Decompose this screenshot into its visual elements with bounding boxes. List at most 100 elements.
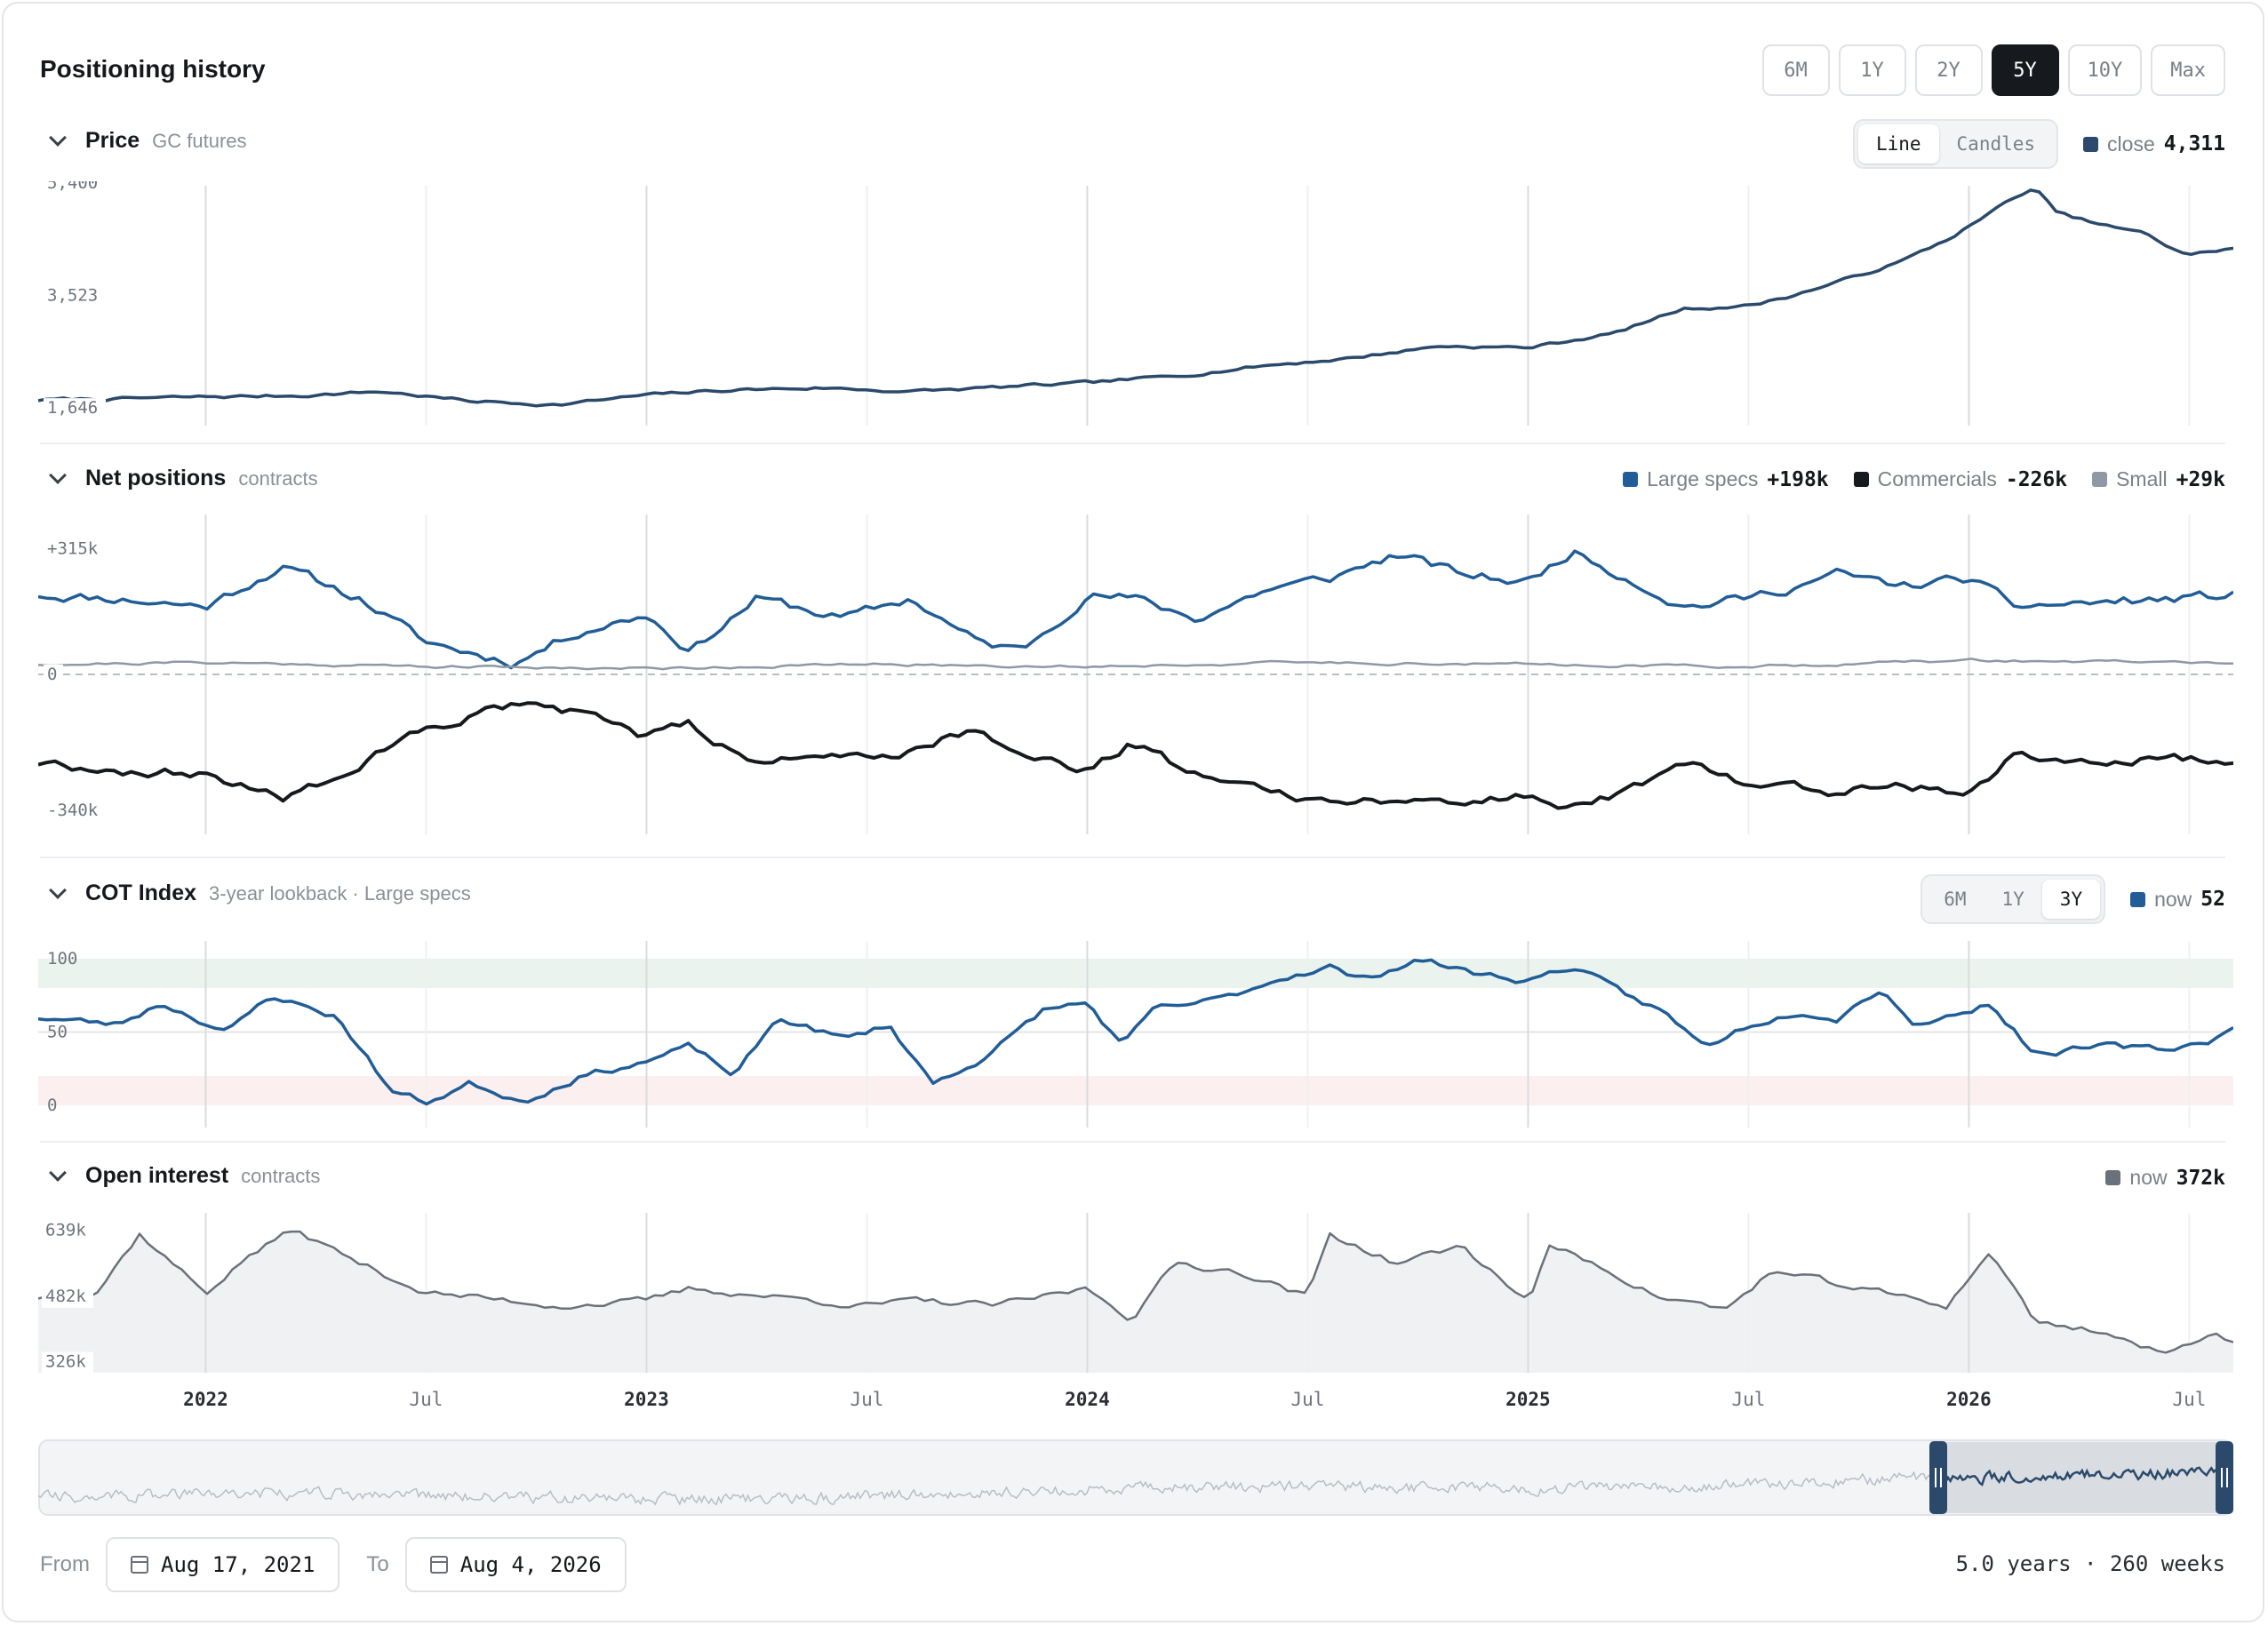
tick-label-bg (44, 801, 106, 822)
y-tick-label: 482k (45, 1287, 86, 1306)
legend-swatch (2105, 1170, 2121, 1185)
navigator-left-handle[interactable] (1929, 1441, 1947, 1514)
y-tick-label: 0 (47, 665, 57, 684)
x-tick-label: 2024 (1065, 1389, 1110, 1410)
calendar-icon (131, 1556, 148, 1574)
navigator-selected-line (1939, 1466, 2224, 1487)
oi-subtitle: contracts (241, 1164, 321, 1187)
large-specs-series-line (38, 549, 2233, 670)
cot-legend-now: now 52 (2130, 888, 2225, 912)
open-interest-chart[interactable]: 639k 482k 326k (38, 1208, 2233, 1377)
tick-label-bg (44, 538, 106, 561)
chevron-down-icon[interactable] (49, 466, 67, 484)
lookback-6m-button[interactable]: 6M (1944, 889, 1967, 910)
legend-label: Small (2116, 467, 2168, 490)
legend-label: Commercials (1877, 467, 1997, 490)
oi-section-header[interactable]: Open interest contracts (44, 1163, 320, 1189)
price-section-header[interactable]: Price GC futures (44, 128, 247, 154)
lookback-3y-button[interactable]: 3Y (2041, 880, 2101, 919)
x-tick-label: Jul (2172, 1389, 2206, 1410)
oversold-band (38, 1076, 2233, 1105)
navigator-selection[interactable] (1938, 1442, 2224, 1513)
date-range-footer: From Aug 17, 2021 To Aug 4, 2026 (40, 1537, 627, 1592)
net-subtitle: contracts (238, 466, 318, 490)
range-button-5y[interactable]: 5Y (1991, 44, 2059, 96)
range-button-1y[interactable]: 1Y (1838, 44, 1906, 96)
cot-now-value: 52 (2200, 888, 2225, 911)
section-divider (40, 442, 2225, 444)
net-section-header[interactable]: Net positions contracts (44, 466, 318, 491)
to-date-input[interactable]: Aug 4, 2026 (404, 1537, 627, 1592)
y-tick-label: 100 (47, 949, 77, 968)
legend-label: Large specs (1647, 467, 1759, 490)
chart-mode-toggle: Line Candles (1852, 119, 2059, 169)
x-tick-label: 2026 (1946, 1389, 1992, 1410)
chevron-down-icon[interactable] (49, 881, 67, 899)
open-interest-area (38, 1231, 2233, 1373)
net-positions-chart[interactable]: +315k 0 -340k (38, 510, 2233, 839)
range-button-10y[interactable]: 10Y (2067, 44, 2143, 96)
cot-legend: 6M 1Y 3Y now 52 (1921, 874, 2225, 924)
section-divider (40, 857, 2225, 858)
navigator-track (38, 1439, 2233, 1516)
mode-candles-button[interactable]: Candles (1956, 133, 2036, 155)
net-legend-commercials: Commercials -226k (1853, 467, 2067, 491)
x-tick-label: Jul (850, 1389, 883, 1410)
lookback-toggle: 6M 1Y 3Y (1921, 874, 2106, 924)
legend-value: +198k (1767, 467, 1829, 491)
y-tick-label: 1,646 (47, 398, 98, 418)
range-navigator[interactable] (38, 1439, 2233, 1519)
y-tick-label: 0 (47, 1096, 57, 1115)
net-title: Net positions (85, 466, 227, 490)
tick-label-bg (42, 1286, 93, 1308)
y-tick-label: 50 (47, 1023, 68, 1042)
legend-swatch (2083, 136, 2099, 152)
lookback-1y-button[interactable]: 1Y (2001, 889, 2024, 910)
tick-label-bg (44, 398, 106, 420)
x-tick-label: 2022 (183, 1389, 228, 1410)
x-tick-label: 2023 (624, 1389, 669, 1410)
y-tick-label: 326k (45, 1352, 86, 1372)
mode-line-button[interactable]: Line (1857, 124, 1939, 163)
legend-value: +29k (2176, 467, 2225, 491)
commercials-series-line (38, 701, 2233, 810)
tick-label-bg (44, 285, 106, 307)
legend-swatch (1623, 472, 1639, 487)
range-button-2y[interactable]: 2Y (1914, 44, 1983, 96)
legend-swatch (2092, 472, 2108, 487)
cot-section-header[interactable]: COT Index 3-year lookback · Large specs (44, 881, 471, 906)
cot-index-series-line (38, 958, 2233, 1106)
y-tick-label: 5,400 (47, 181, 98, 193)
cot-subtitle: 3-year lookback · Large specs (209, 881, 471, 905)
x-tick-label: 2025 (1505, 1389, 1551, 1410)
navigator-right-handle[interactable] (2216, 1441, 2233, 1514)
legend-swatch (2130, 891, 2146, 907)
chevron-down-icon[interactable] (49, 128, 67, 147)
section-divider (40, 1141, 2225, 1143)
range-summary: 5.0 years · 260 weeks (1955, 1551, 2225, 1576)
price-series-line (38, 188, 2233, 408)
tick-label-bg (44, 181, 106, 195)
tick-label-bg (44, 665, 63, 686)
chevron-down-icon[interactable] (49, 1163, 67, 1182)
oi-now-value: 372k (2176, 1166, 2225, 1190)
net-legend: Large specs +198k Commercials -226k Small +29… (1623, 467, 2225, 491)
overbought-band (38, 959, 2233, 988)
range-button-6m[interactable]: 6M (1761, 44, 1830, 96)
price-legend-close: close 4,311 (2083, 132, 2225, 156)
tick-label-bg (42, 1351, 93, 1374)
range-button-max[interactable]: Max (2151, 44, 2225, 96)
x-tick-label: Jul (1731, 1389, 1765, 1410)
from-date-input[interactable]: Aug 17, 2021 (106, 1537, 340, 1592)
cot-title: COT Index (85, 881, 197, 905)
oi-title: Open interest (85, 1163, 229, 1188)
calendar-icon (429, 1556, 448, 1574)
y-tick-label: -340k (47, 801, 99, 820)
net-legend-large-specs: Large specs +198k (1623, 467, 1829, 491)
range-selector: 6M 1Y 2Y 5Y 10Y Max (1761, 44, 2225, 96)
price-chart[interactable]: 5,400 3,523 1,646 (38, 181, 2233, 430)
cot-index-chart[interactable]: 100 50 0 (38, 937, 2233, 1132)
legend-swatch (1853, 472, 1869, 487)
small-series-line (38, 658, 2233, 671)
